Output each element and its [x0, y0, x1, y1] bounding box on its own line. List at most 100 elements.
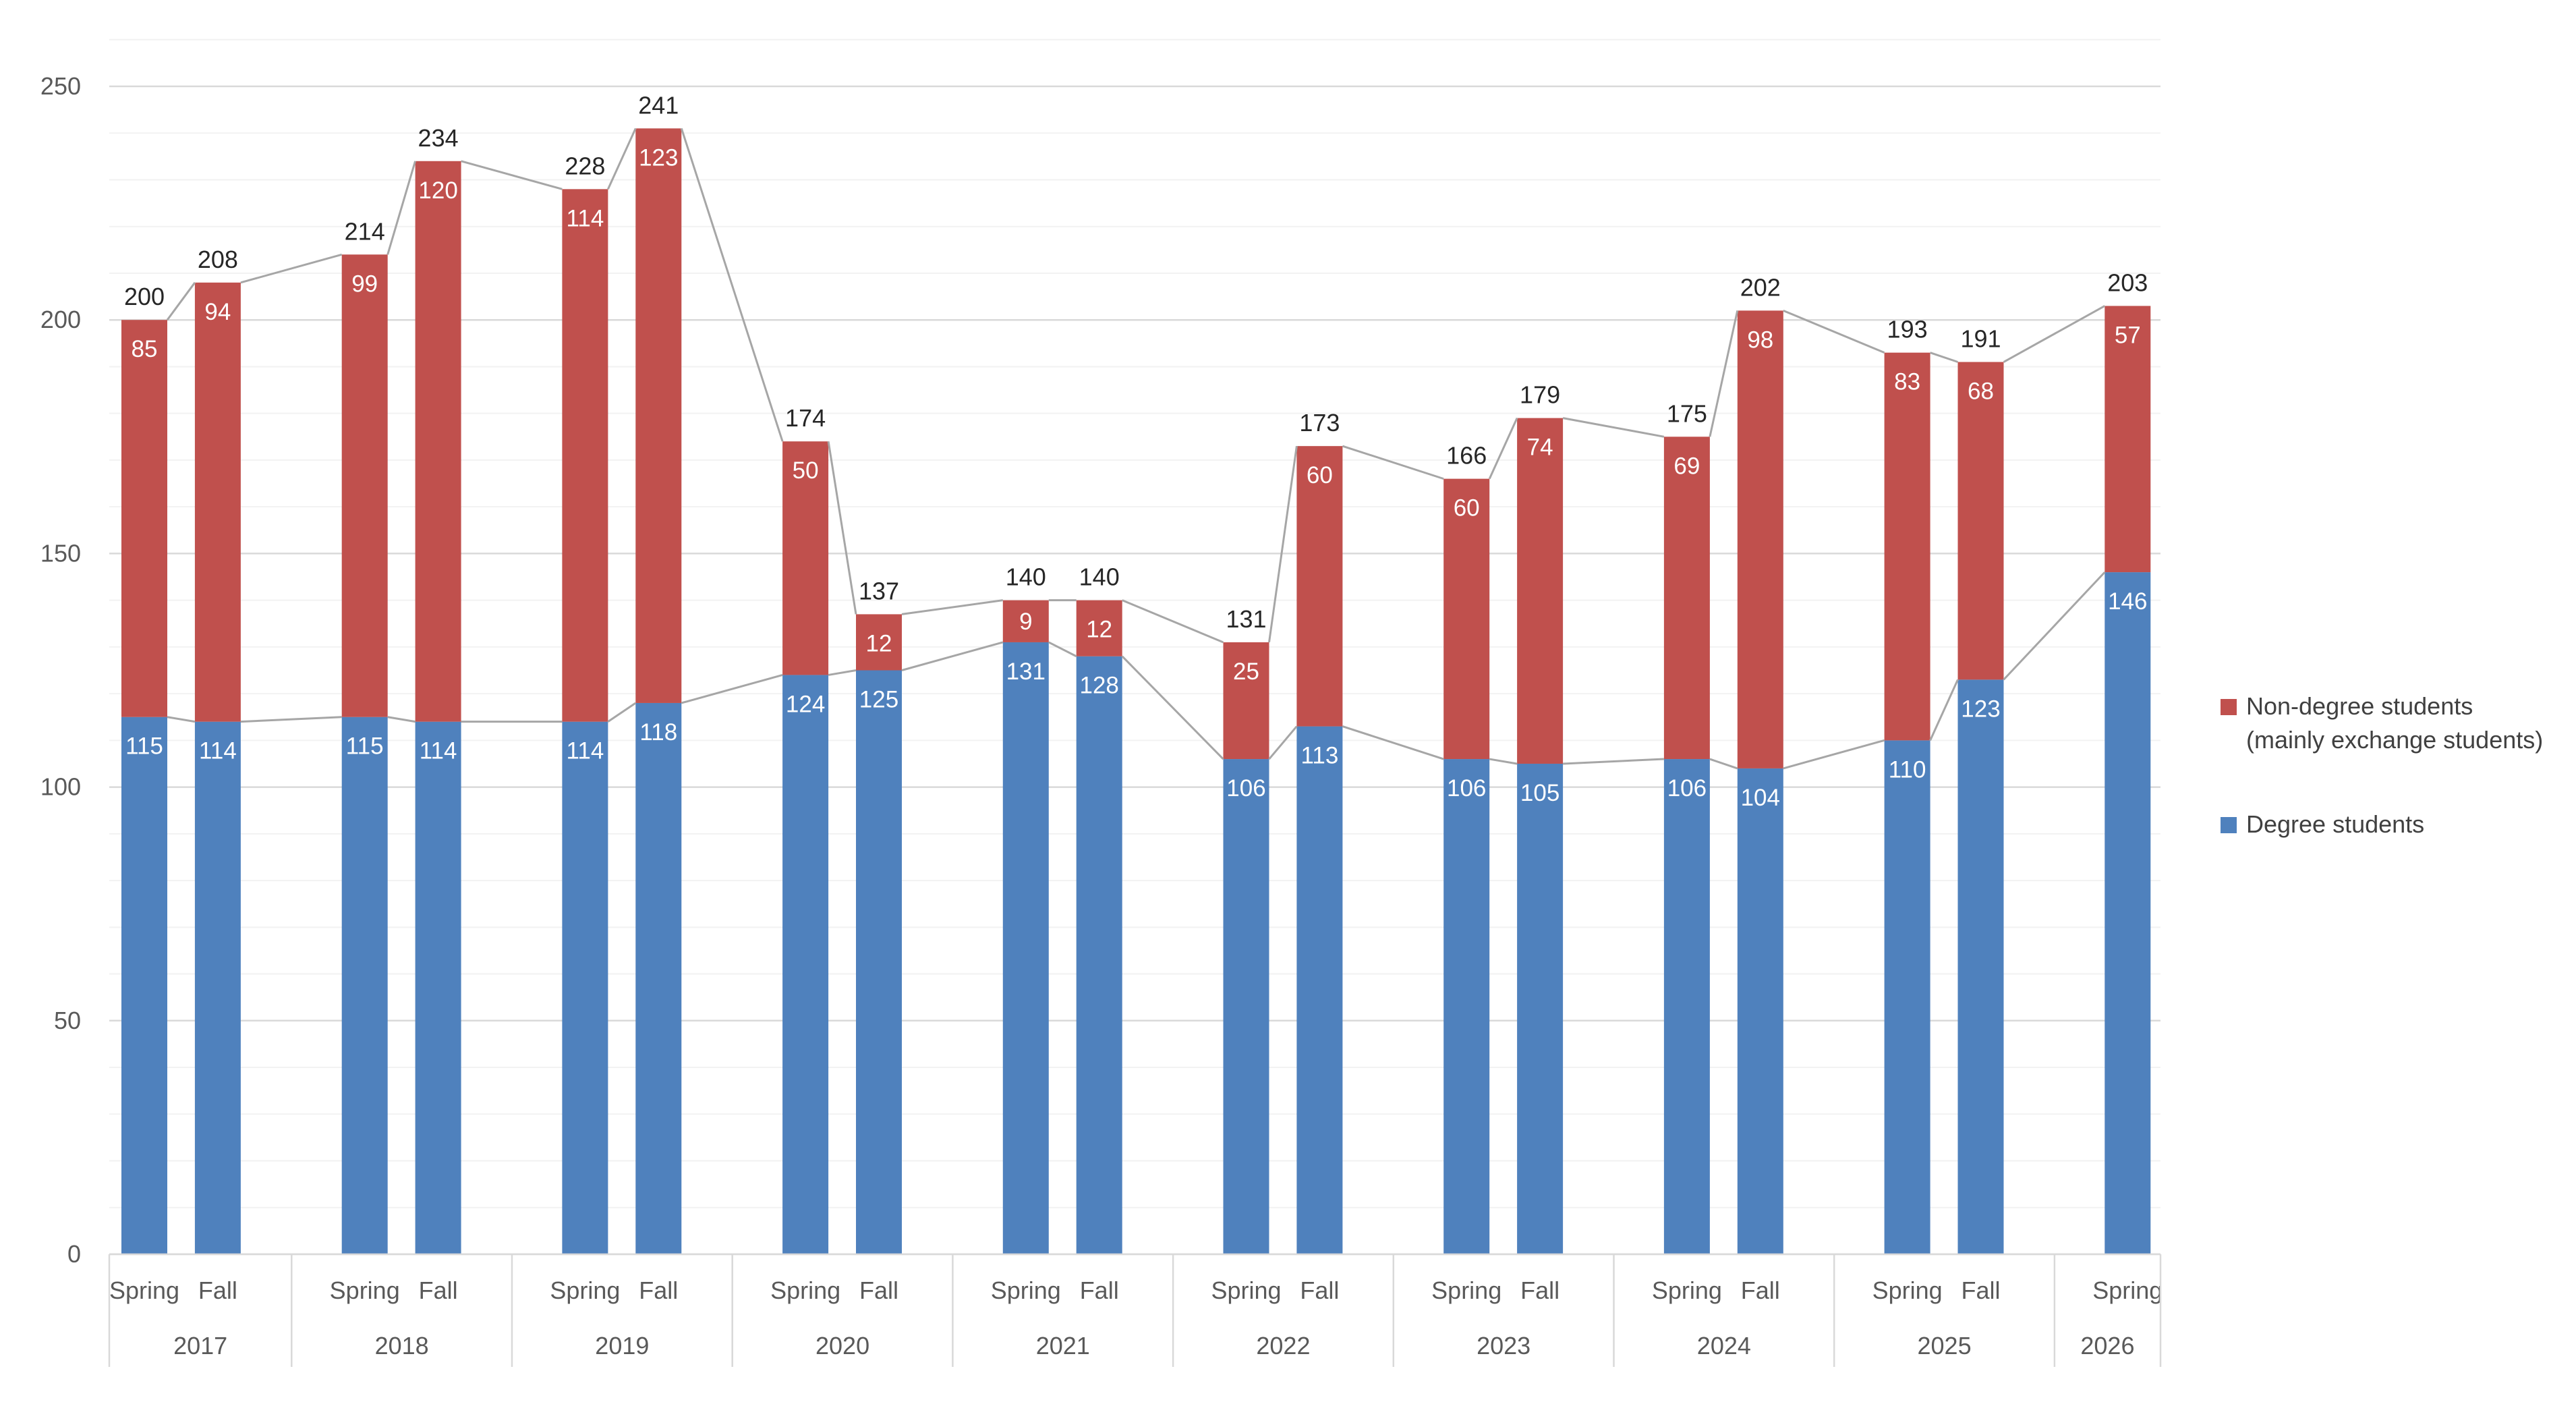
y-tick-label: 0 — [67, 1240, 81, 1268]
connector-non-degree-students — [2003, 305, 2106, 363]
label-non-degree-students: 99 — [351, 271, 378, 297]
connector-non-degree-students — [901, 599, 1004, 615]
x-term-label: Spring — [330, 1277, 400, 1304]
label-total: 228 — [565, 152, 605, 179]
label-total: 166 — [1446, 442, 1487, 470]
label-degree-students: 114 — [420, 738, 457, 764]
x-term-label: Spring — [991, 1277, 1061, 1304]
bar-degree-students — [1443, 759, 1490, 1254]
segment-data-labels: 115 85 114 94 115 99 114 120 114 114 118 123 124 50 12… — [125, 144, 2147, 811]
connector-degree-students — [607, 702, 637, 723]
connector-non-degree-students — [240, 253, 343, 284]
label-total: 174 — [785, 404, 826, 432]
bar-non-degree-students — [2105, 306, 2151, 573]
bar-degree-students — [2105, 572, 2151, 1254]
label-total: 179 — [1520, 381, 1560, 409]
x-year-label: 2025 — [1918, 1332, 1972, 1359]
bar-non-degree-students — [1002, 600, 1049, 642]
label-total: 193 — [1887, 316, 1928, 343]
label-total: 214 — [345, 217, 385, 245]
label-degree-students: 115 — [125, 733, 163, 760]
x-year-label: 2023 — [1477, 1332, 1530, 1359]
x-term-label: Spring — [2092, 1277, 2163, 1304]
bar-non-degree-students — [1076, 600, 1122, 656]
bar-non-degree-students — [782, 441, 829, 675]
connector-non-degree-students — [1709, 310, 1739, 437]
label-degree-students: 125 — [859, 687, 898, 713]
label-total: 191 — [1960, 325, 2001, 353]
bar-degree-students — [782, 675, 829, 1254]
connector-degree-students — [1268, 725, 1298, 760]
bar-degree-students — [856, 670, 902, 1254]
x-year-label: 2017 — [173, 1332, 227, 1359]
x-term-label: Spring — [1872, 1277, 1943, 1304]
connector-degree-students — [901, 641, 1004, 671]
x-term-label: Spring — [1431, 1277, 1501, 1304]
x-term-label: Fall — [639, 1277, 678, 1304]
y-axis-tick-labels: 0 50 100 150 200 250 — [40, 72, 81, 1268]
bar-non-degree-students — [1296, 446, 1343, 727]
bar-degree-students — [194, 721, 241, 1254]
x-term-label: Spring — [550, 1277, 620, 1304]
connector-non-degree-students — [461, 160, 563, 190]
x-year-label: 2019 — [595, 1332, 649, 1359]
x-term-label: Fall — [1520, 1277, 1559, 1304]
label-total: 202 — [1740, 273, 1781, 301]
bar-degree-students — [1663, 759, 1710, 1254]
connector-degree-students — [828, 669, 857, 676]
label-degree-students: 114 — [199, 738, 237, 764]
connector-degree-students — [1563, 758, 1664, 765]
label-degree-students: 105 — [1520, 780, 1559, 806]
connector-degree-students — [1489, 758, 1518, 765]
connector-non-degree-students — [1783, 309, 1885, 354]
label-non-degree-students: 25 — [1233, 658, 1259, 685]
connector-degree-students — [1048, 641, 1077, 658]
label-non-degree-students: 74 — [1527, 434, 1553, 461]
label-total: 234 — [418, 124, 459, 152]
x-term-label: Fall — [419, 1277, 458, 1304]
label-non-degree-students: 85 — [132, 336, 158, 362]
x-term-label: Fall — [1741, 1277, 1780, 1304]
connector-degree-students — [2003, 571, 2106, 681]
label-non-degree-students: 12 — [1086, 617, 1112, 643]
connector-degree-students — [1929, 679, 1959, 741]
bar-non-degree-students — [1884, 352, 1930, 741]
label-non-degree-students: 68 — [1968, 378, 1994, 405]
bar-non-degree-students — [562, 189, 608, 722]
bar-non-degree-students — [856, 614, 902, 671]
x-year-label: 2024 — [1697, 1332, 1751, 1359]
y-tick-label: 250 — [40, 72, 81, 100]
x-term-label: Fall — [1961, 1277, 2000, 1304]
total-data-labels: 200 208 214 234 228 241 174 137 140 140 131 173 166 1… — [124, 91, 2148, 633]
bar-non-degree-students — [121, 320, 167, 717]
bar-non-degree-students — [1443, 478, 1490, 760]
label-total: 173 — [1299, 409, 1340, 437]
bar-non-degree-students — [415, 161, 461, 722]
label-non-degree-students: 12 — [866, 630, 892, 656]
x-term-label: Spring — [770, 1277, 840, 1304]
bar-non-degree-students — [635, 128, 682, 703]
legend-label-degree-students: Degree students — [2246, 810, 2424, 838]
label-degree-students: 124 — [786, 691, 825, 717]
connector-degree-students — [1783, 739, 1885, 770]
connector-non-degree-students — [1562, 417, 1665, 438]
label-degree-students: 131 — [1006, 658, 1046, 685]
bar-degree-students — [635, 702, 682, 1254]
connector-non-degree-students — [827, 441, 857, 615]
label-degree-students: 106 — [1667, 775, 1707, 802]
x-year-label: 2020 — [815, 1332, 869, 1359]
y-tick-label: 100 — [40, 773, 81, 801]
y-tick-label: 200 — [40, 306, 81, 333]
label-non-degree-students: 83 — [1894, 369, 1920, 395]
label-non-degree-students: 9 — [1019, 609, 1032, 635]
legend-swatch-degree-students — [2221, 817, 2237, 833]
legend-label-line: Non-degree students — [2246, 692, 2473, 720]
connector-degree-students — [167, 716, 196, 723]
x-year-label: 2022 — [1256, 1332, 1310, 1359]
label-non-degree-students: 50 — [793, 457, 819, 484]
legend-label-line: (mainly exchange students) — [2246, 726, 2543, 754]
x-term-label: Fall — [859, 1277, 898, 1304]
connector-non-degree-students — [166, 281, 196, 321]
bar-degree-students — [1076, 656, 1122, 1254]
